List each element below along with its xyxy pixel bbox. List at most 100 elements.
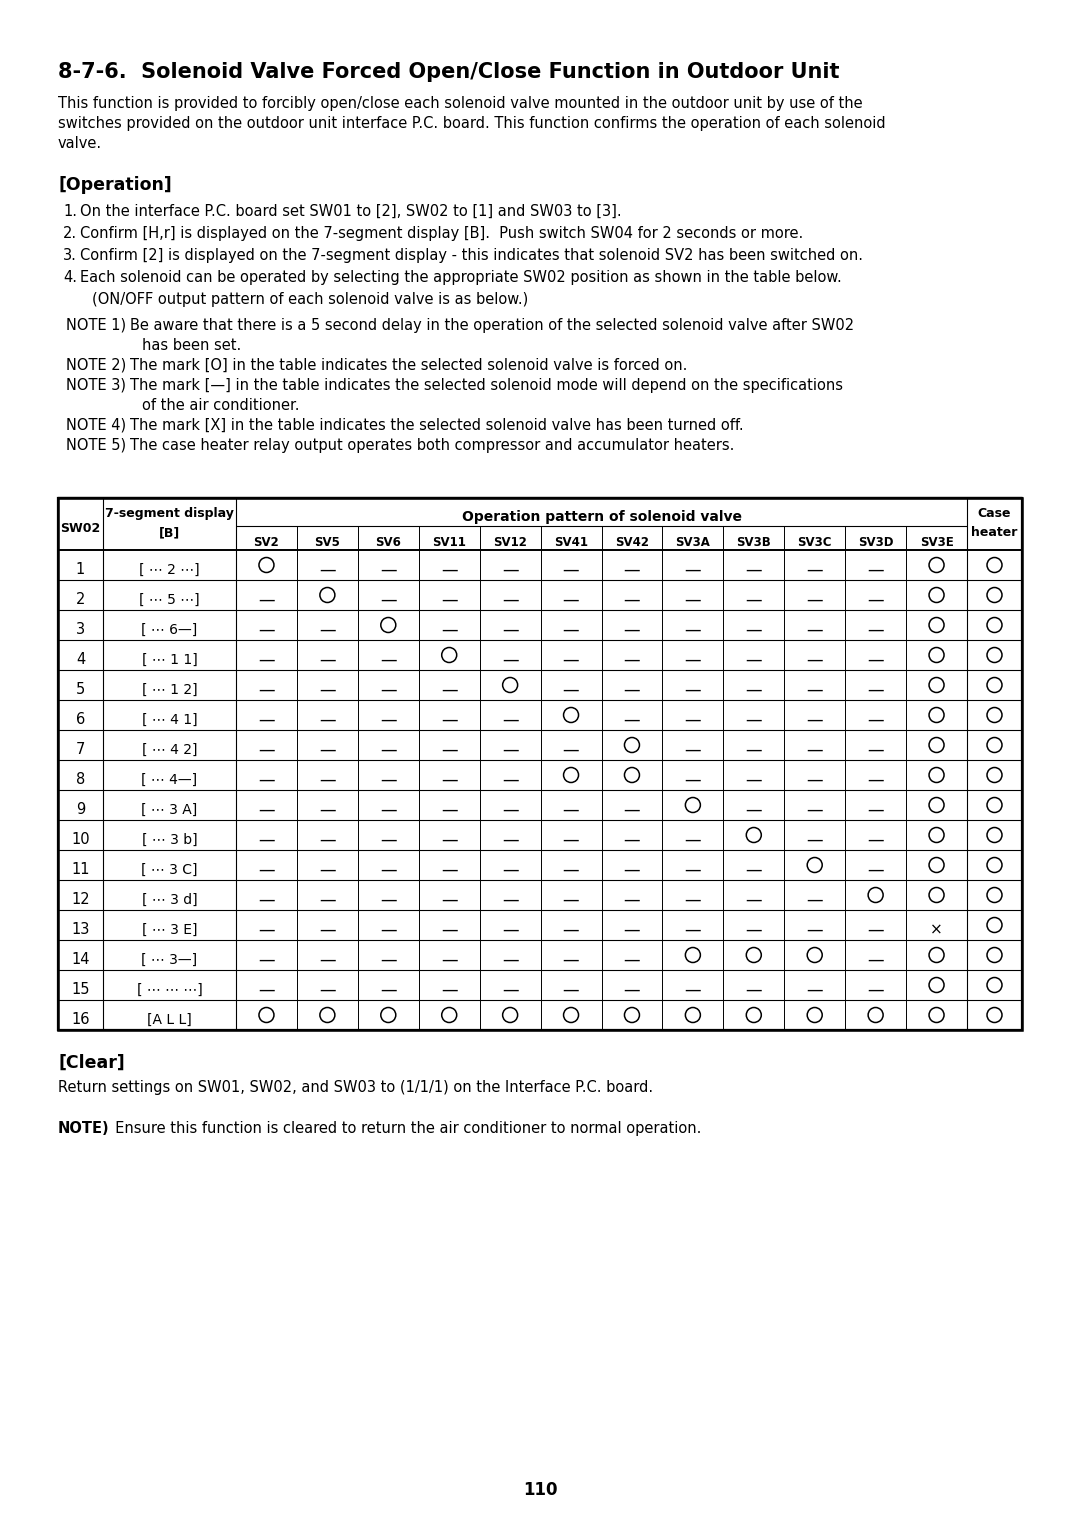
Text: SW02: SW02 <box>60 523 100 535</box>
Text: [ ⋯ 3 b]: [ ⋯ 3 b] <box>141 833 198 847</box>
Text: —: — <box>502 620 518 639</box>
Text: —: — <box>258 772 274 788</box>
Text: —: — <box>867 772 883 788</box>
Text: 3: 3 <box>76 622 85 637</box>
Text: —: — <box>685 981 701 999</box>
Text: —: — <box>258 711 274 729</box>
Text: 2: 2 <box>76 593 85 608</box>
Text: —: — <box>807 831 823 850</box>
Text: [A L L]: [A L L] <box>147 1013 192 1027</box>
Text: —: — <box>258 741 274 759</box>
Text: —: — <box>319 711 336 729</box>
Text: —: — <box>258 620 274 639</box>
Text: —: — <box>319 681 336 698</box>
Text: —: — <box>623 651 640 669</box>
Text: —: — <box>319 651 336 669</box>
Text: Each solenoid can be operated by selecting the appropriate SW02 position as show: Each solenoid can be operated by selecti… <box>80 270 841 286</box>
Text: —: — <box>380 591 396 610</box>
Text: —: — <box>685 711 701 729</box>
Text: —: — <box>319 921 336 940</box>
Text: —: — <box>563 950 579 969</box>
Text: —: — <box>867 831 883 850</box>
Text: —: — <box>502 801 518 819</box>
Text: —: — <box>258 891 274 909</box>
Text: ×: × <box>930 923 943 938</box>
Text: Case: Case <box>977 507 1011 520</box>
Text: of the air conditioner.: of the air conditioner. <box>141 397 299 413</box>
Text: [ ⋯ 3—]: [ ⋯ 3—] <box>141 953 198 967</box>
Text: —: — <box>441 741 458 759</box>
Text: 4.: 4. <box>63 270 77 286</box>
Text: —: — <box>745 981 762 999</box>
Text: 8-7-6.  Solenoid Valve Forced Open/Close Function in Outdoor Unit: 8-7-6. Solenoid Valve Forced Open/Close … <box>58 63 839 83</box>
Text: The mark [O] in the table indicates the selected solenoid valve is forced on.: The mark [O] in the table indicates the … <box>130 358 687 373</box>
Text: —: — <box>441 711 458 729</box>
Text: 8: 8 <box>76 773 85 787</box>
Text: —: — <box>867 860 883 879</box>
Text: —: — <box>745 711 762 729</box>
Text: Be aware that there is a 5 second delay in the operation of the selected solenoi: Be aware that there is a 5 second delay … <box>130 318 854 333</box>
Text: —: — <box>319 741 336 759</box>
Text: —: — <box>380 651 396 669</box>
Text: —: — <box>745 772 762 788</box>
Text: —: — <box>623 891 640 909</box>
Text: —: — <box>441 831 458 850</box>
Text: —: — <box>685 772 701 788</box>
Text: —: — <box>867 591 883 610</box>
Text: —: — <box>623 921 640 940</box>
Text: —: — <box>563 651 579 669</box>
Text: —: — <box>502 772 518 788</box>
Text: —: — <box>319 831 336 850</box>
Text: —: — <box>380 891 396 909</box>
Text: —: — <box>867 561 883 579</box>
Text: SV3D: SV3D <box>858 536 893 550</box>
Text: [ ⋯ 2 ⋯]: [ ⋯ 2 ⋯] <box>139 562 200 578</box>
Text: —: — <box>745 921 762 940</box>
Text: NOTE 3): NOTE 3) <box>66 377 126 393</box>
Text: 15: 15 <box>71 983 90 998</box>
Text: [Operation]: [Operation] <box>58 176 172 194</box>
Text: 1: 1 <box>76 562 85 578</box>
Text: [ ⋯ 3 E]: [ ⋯ 3 E] <box>141 923 198 937</box>
Text: —: — <box>807 711 823 729</box>
Text: —: — <box>745 561 762 579</box>
Text: 5: 5 <box>76 683 85 697</box>
Text: —: — <box>380 681 396 698</box>
Text: —: — <box>258 981 274 999</box>
Text: NOTE 2): NOTE 2) <box>66 358 126 373</box>
Text: —: — <box>623 681 640 698</box>
Text: 3.: 3. <box>63 248 77 263</box>
Text: SV11: SV11 <box>432 536 467 550</box>
Text: On the interface P.C. board set SW01 to [2], SW02 to [1] and SW03 to [3].: On the interface P.C. board set SW01 to … <box>80 205 622 219</box>
Text: switches provided on the outdoor unit interface P.C. board. This function confir: switches provided on the outdoor unit in… <box>58 116 886 131</box>
Text: 10: 10 <box>71 833 90 848</box>
Text: —: — <box>623 831 640 850</box>
Text: 7-segment display: 7-segment display <box>105 507 234 520</box>
Text: Confirm [H,r] is displayed on the 7-segment display [B].  Push switch SW04 for 2: Confirm [H,r] is displayed on the 7-segm… <box>80 226 804 241</box>
Text: —: — <box>441 921 458 940</box>
Text: SV42: SV42 <box>615 536 649 550</box>
Text: [ ⋯ 4 1]: [ ⋯ 4 1] <box>141 714 198 727</box>
Text: —: — <box>745 620 762 639</box>
Text: —: — <box>807 772 823 788</box>
Text: —: — <box>623 860 640 879</box>
Text: 12: 12 <box>71 892 90 908</box>
Text: [ ⋯ 4—]: [ ⋯ 4—] <box>141 773 198 787</box>
Text: —: — <box>867 620 883 639</box>
Text: SV3C: SV3C <box>797 536 832 550</box>
Text: [ ⋯ 3 C]: [ ⋯ 3 C] <box>141 863 198 877</box>
Text: —: — <box>258 681 274 698</box>
Text: —: — <box>563 801 579 819</box>
Text: —: — <box>319 950 336 969</box>
Text: NOTE 5): NOTE 5) <box>66 439 126 452</box>
Text: —: — <box>807 921 823 940</box>
Text: —: — <box>502 561 518 579</box>
Text: —: — <box>441 860 458 879</box>
Text: The mark [—] in the table indicates the selected solenoid mode will depend on th: The mark [—] in the table indicates the … <box>130 377 843 393</box>
Text: —: — <box>685 741 701 759</box>
Text: —: — <box>502 591 518 610</box>
Text: The case heater relay output operates both compressor and accumulator heaters.: The case heater relay output operates bo… <box>130 439 734 452</box>
Text: —: — <box>258 921 274 940</box>
Text: Ensure this function is cleared to return the air conditioner to normal operatio: Ensure this function is cleared to retur… <box>106 1122 701 1135</box>
Text: —: — <box>319 891 336 909</box>
